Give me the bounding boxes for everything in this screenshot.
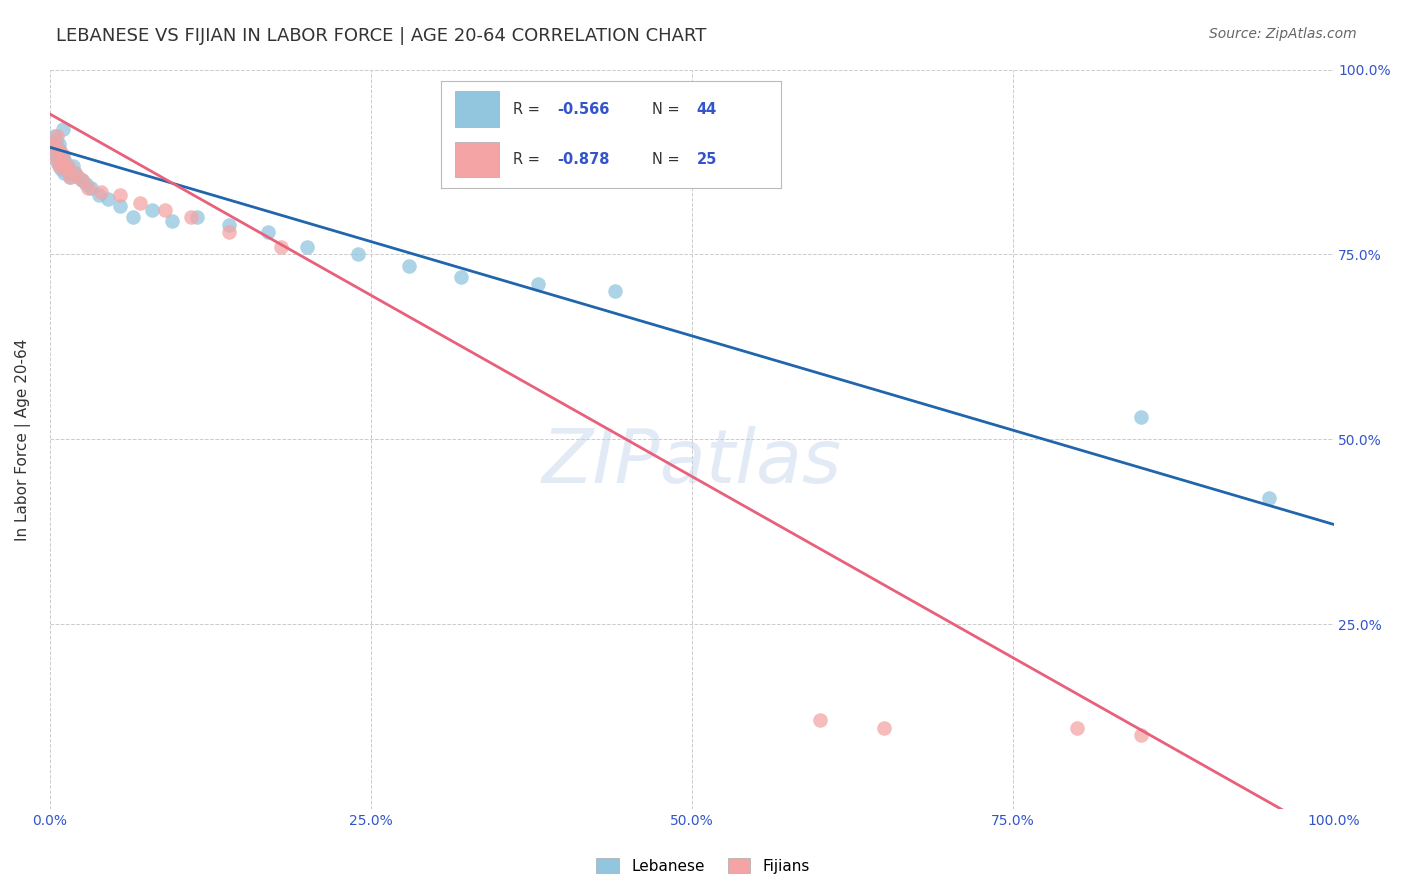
Point [65,166,87,180]
Point [96,192,118,206]
Point [44,144,66,158]
Point [62,159,84,173]
Point [186,211,208,225]
Point [41,140,63,154]
Point [155,203,177,218]
Point [122,211,145,225]
Point [51,147,73,161]
Point [80,181,103,195]
Point [52,166,75,180]
Point [42,129,65,144]
Point [45,147,67,161]
Point [603,285,626,299]
Point [398,259,420,273]
Text: Source: ZipAtlas.com: Source: ZipAtlas.com [1209,27,1357,41]
Point [53,155,76,169]
Point [45,133,67,147]
Point [128,195,150,210]
Point [218,218,240,232]
Point [48,159,70,173]
Point [52,121,75,136]
Point [53,162,76,177]
Point [87,188,110,202]
Point [45,151,67,165]
Point [48,151,70,165]
Point [49,144,72,158]
Point [1129,728,1152,742]
Point [70,173,93,187]
Point [56,159,79,173]
Text: ZIPatlas: ZIPatlas [541,425,842,498]
Point [56,162,79,177]
Point [270,240,292,254]
Point [526,277,548,291]
Point [58,166,80,180]
Point [1258,491,1281,506]
Point [51,162,73,177]
Point [160,214,183,228]
Point [48,136,70,151]
Point [65,166,87,180]
Point [70,173,93,187]
Legend: Lebanese, Fijians: Lebanese, Fijians [591,852,815,880]
Point [77,181,100,195]
Point [180,211,202,225]
Point [59,169,82,184]
Point [41,136,63,151]
Text: LEBANESE VS FIJIAN IN LABOR FORCE | AGE 20-64 CORRELATION CHART: LEBANESE VS FIJIAN IN LABOR FORCE | AGE … [56,27,707,45]
Point [51,155,73,169]
Point [44,140,66,154]
Point [59,169,82,184]
Point [55,159,77,173]
Point [1129,410,1152,425]
Point [49,159,72,173]
Point [110,188,132,202]
Y-axis label: In Labor Force | Age 20-64: In Labor Force | Age 20-64 [15,338,31,541]
Point [52,151,75,165]
Point [218,225,240,239]
Point [90,185,112,199]
Point [75,177,97,191]
Point [46,140,69,154]
Point [808,714,831,728]
Point [873,721,896,735]
Point [450,269,472,284]
Point [1066,721,1088,735]
Point [46,155,69,169]
Point [49,144,72,158]
Point [141,203,163,218]
Point [257,225,280,239]
Point [110,199,132,213]
Point [347,247,370,261]
Point [52,147,75,161]
Point [66,169,89,184]
Point [46,129,69,144]
Point [295,240,318,254]
